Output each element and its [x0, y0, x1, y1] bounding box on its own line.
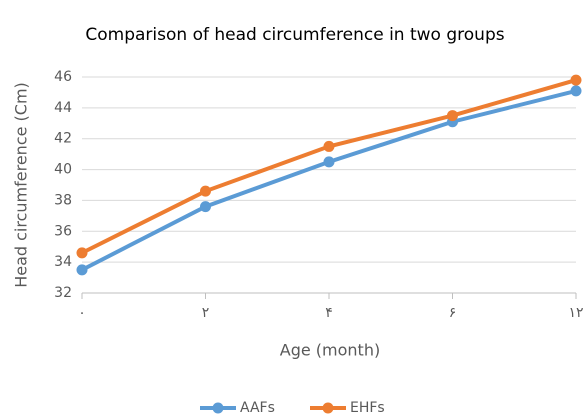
legend-marker [322, 402, 334, 414]
legend-marker [212, 402, 224, 414]
y-tick-label: 38 [54, 192, 72, 208]
series-line [81, 88, 577, 272]
y-tick-label: 46 [54, 69, 72, 85]
y-tick-label: 32 [54, 285, 72, 301]
legend-label: AAFs [240, 400, 275, 416]
y-tick-label: 40 [54, 162, 72, 178]
x-tick-label: ۱۲ [568, 305, 583, 321]
data-point [323, 156, 335, 168]
y-tick-label: 42 [54, 131, 72, 147]
data-point [200, 185, 211, 197]
x-tick-label: ۴ [325, 305, 333, 321]
data-point [570, 74, 582, 86]
data-point [200, 201, 211, 213]
x-tick-label: ۰ [78, 305, 86, 321]
x-tick-label: ۲ [202, 305, 210, 321]
y-axis-label: Head circumference (Cm) [12, 82, 31, 288]
data-point [570, 85, 582, 97]
data-point [447, 110, 458, 122]
y-tick-label: 44 [54, 100, 72, 116]
legend-label: EHFs [350, 400, 385, 416]
chart-title: Comparison of head circumference in two … [85, 25, 504, 45]
y-tick-label: 36 [54, 223, 72, 239]
data-point [76, 264, 88, 276]
x-tick-label: ۶ [449, 305, 457, 321]
data-point [323, 140, 335, 152]
data-point [76, 247, 88, 259]
x-axis-label: Age (month) [280, 341, 380, 360]
y-tick-label: 34 [54, 254, 72, 270]
